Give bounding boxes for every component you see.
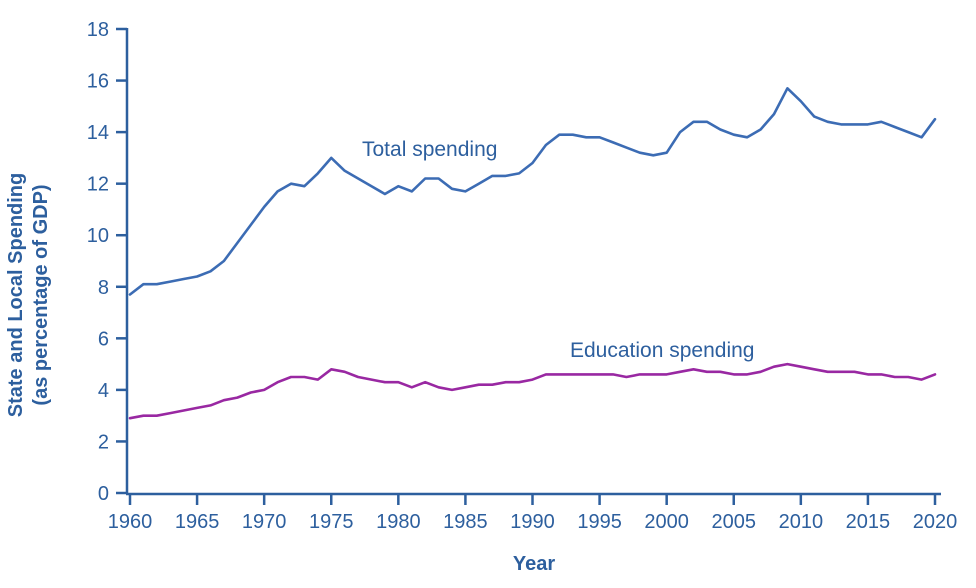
x-tick-label: 1965 [175, 511, 220, 533]
x-axis-title: Year [513, 553, 555, 575]
y-tick-label: 4 [98, 380, 109, 402]
x-tick-label: 1970 [242, 511, 287, 533]
x-tick-label: 1985 [443, 511, 488, 533]
y-tick-label: 8 [98, 277, 109, 299]
y-tick-label: 10 [87, 225, 109, 247]
series-lines [128, 87, 937, 420]
y-tick-label: 16 [87, 71, 109, 93]
x-tick-label: 2000 [644, 511, 689, 533]
y-axis-title-line2: (as percentage of GDP) [30, 184, 52, 405]
x-tick-label: 2010 [779, 511, 824, 533]
y-tick-label: 14 [87, 122, 109, 144]
x-tick-label: 2005 [712, 511, 757, 533]
x-tick-label: 1995 [577, 511, 622, 533]
total-spending-label: Total spending [362, 138, 497, 161]
y-axis-title-line1: State and Local Spending [5, 173, 27, 417]
y-axis-ticks: 0 2 4 6 8 10 12 14 16 18 [87, 19, 127, 505]
x-tick-label: 2020 [913, 511, 958, 533]
x-tick-label: 1980 [376, 511, 421, 533]
y-tick-label: 12 [87, 174, 109, 196]
x-tick-label: 1960 [108, 511, 153, 533]
x-tick-label: 1975 [309, 511, 354, 533]
y-tick-label: 18 [87, 19, 109, 41]
total-spending-line [128, 87, 937, 296]
y-tick-label: 0 [98, 483, 109, 505]
y-tick-label: 6 [98, 328, 109, 350]
x-axis-ticks: 1960 1965 1970 1975 1980 1985 1990 1995 2000 2005… [108, 494, 958, 533]
education-spending-line [128, 362, 937, 420]
x-tick-label: 1990 [510, 511, 555, 533]
x-tick-label: 2015 [846, 511, 891, 533]
y-tick-label: 2 [98, 431, 109, 453]
education-spending-label: Education spending [570, 339, 754, 362]
